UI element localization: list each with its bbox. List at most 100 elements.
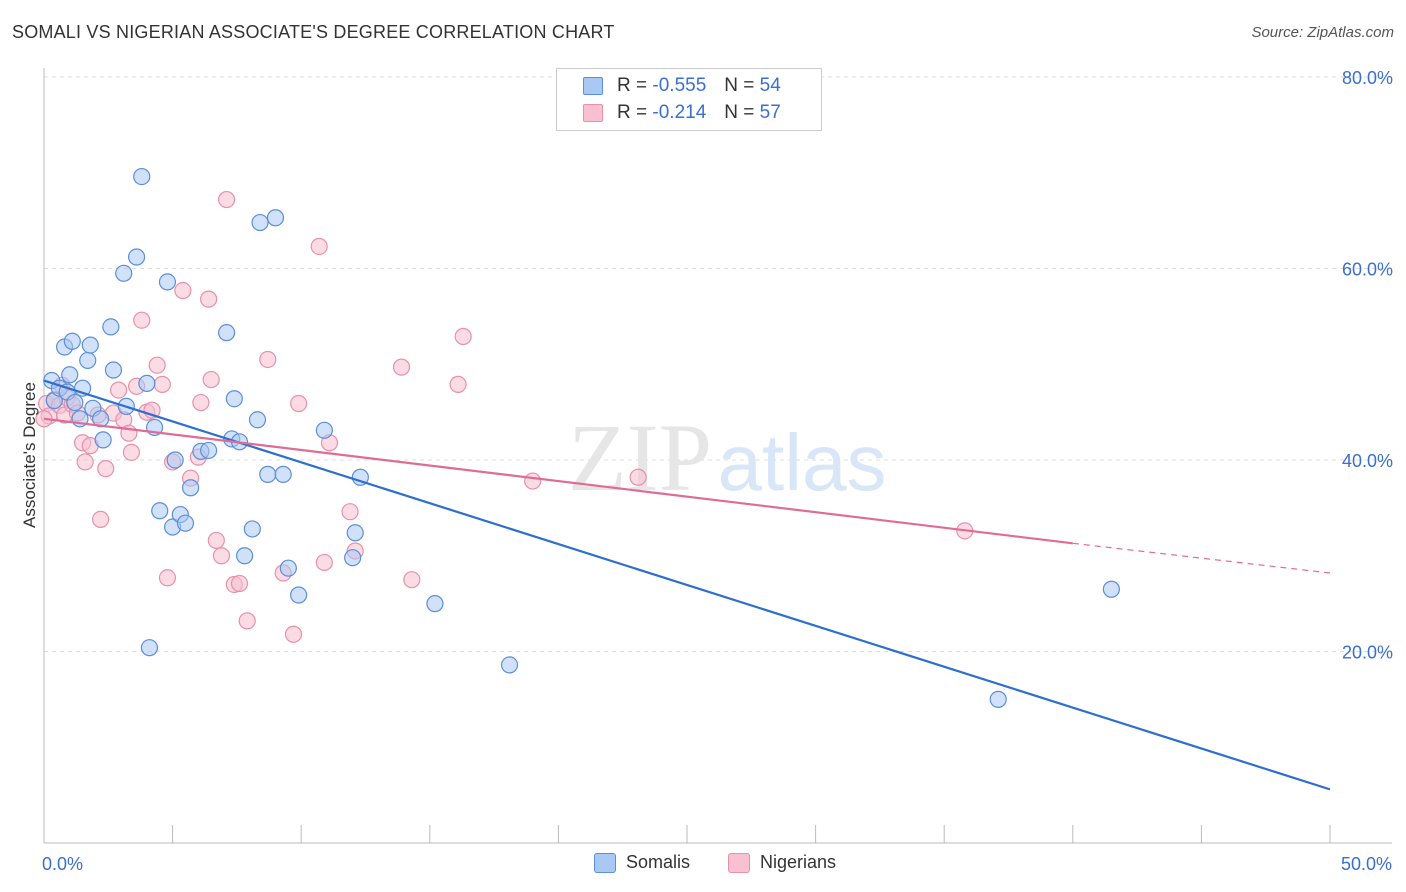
chart-title: SOMALI VS NIGERIAN ASSOCIATE'S DEGREE CO… bbox=[12, 22, 615, 42]
nigerian-point-14 bbox=[97, 460, 115, 478]
somali-point-24 bbox=[151, 502, 169, 520]
somali-point-27 bbox=[166, 451, 184, 469]
nigerian-point-28 bbox=[174, 281, 192, 300]
legend-row-nigerian: R = -0.214 N = 57 bbox=[583, 100, 781, 126]
axes bbox=[43, 68, 1392, 844]
somali-point-41 bbox=[259, 465, 277, 483]
somali-point-43 bbox=[274, 465, 292, 483]
nigerian-point-36 bbox=[218, 190, 236, 209]
nigerian-point-33 bbox=[202, 370, 220, 389]
somali-point-44 bbox=[279, 559, 297, 577]
somali-point-35 bbox=[225, 390, 243, 408]
x-tick-label-1: 50.0% bbox=[1341, 854, 1392, 874]
nigerian-point-47 bbox=[341, 503, 359, 521]
somali-point-52 bbox=[989, 690, 1007, 708]
somali-point-38 bbox=[243, 520, 261, 538]
nigerians-swatch bbox=[728, 852, 750, 873]
nigerian-points bbox=[35, 190, 974, 643]
somali-point-17 bbox=[115, 264, 133, 282]
nigerian-n-label: N = bbox=[724, 102, 755, 123]
y-tick-label-1: 40.0% bbox=[1342, 451, 1393, 471]
nigerian-point-42 bbox=[284, 625, 303, 643]
y-axis-label: Associate's Degree bbox=[20, 382, 39, 528]
somali-point-11 bbox=[81, 336, 99, 354]
tick-labels: 20.0% 40.0% 60.0% 80.0% 0.0% 50.0% bbox=[42, 68, 1393, 874]
somali-point-14 bbox=[94, 431, 112, 449]
nigerian-point-44 bbox=[310, 237, 328, 256]
nigerian-r-value: -0.214 bbox=[652, 102, 707, 123]
nigerian-point-25 bbox=[153, 375, 171, 393]
nigerian-point-45 bbox=[315, 553, 333, 572]
somali-points bbox=[43, 167, 1120, 708]
somali-point-6 bbox=[63, 332, 81, 350]
nigerian-point-26 bbox=[158, 569, 177, 587]
nigerian-point-52 bbox=[454, 327, 472, 346]
somali-point-21 bbox=[138, 374, 156, 392]
nigerian-swatch bbox=[583, 104, 603, 122]
trend-lines bbox=[43, 379, 1331, 791]
somali-point-37 bbox=[236, 547, 254, 565]
x-tick-label-0: 0.0% bbox=[42, 854, 83, 874]
nigerian-point-34 bbox=[207, 531, 225, 550]
somali-point-40 bbox=[251, 213, 269, 232]
nigerian-trend-extension bbox=[1072, 542, 1331, 574]
somali-point-7 bbox=[66, 393, 84, 412]
somali-trend-line bbox=[43, 379, 1331, 791]
nigerian-point-10 bbox=[76, 453, 94, 471]
nigerian-point-21 bbox=[133, 311, 151, 329]
nigerian-point-16 bbox=[109, 381, 128, 399]
somali-point-42 bbox=[266, 209, 285, 227]
somali-point-48 bbox=[346, 524, 364, 542]
somali-r-label: R = bbox=[617, 75, 648, 96]
nigerian-point-38 bbox=[230, 574, 249, 593]
grid-lines bbox=[44, 76, 1392, 652]
somali-point-46 bbox=[315, 421, 333, 439]
somali-point-53 bbox=[1102, 580, 1120, 598]
somali-point-15 bbox=[102, 318, 120, 336]
somali-r-value: -0.555 bbox=[652, 75, 707, 96]
y-tick-label-2: 60.0% bbox=[1342, 260, 1393, 280]
nigerian-point-39 bbox=[238, 612, 256, 630]
somali-point-29 bbox=[176, 514, 195, 532]
nigerian-point-31 bbox=[192, 393, 210, 412]
nigerian-point-19 bbox=[122, 443, 141, 461]
somali-swatch bbox=[583, 77, 603, 95]
legend-row-somali: R = -0.555 N = 54 bbox=[583, 73, 781, 99]
nigerian-r-label: R = bbox=[617, 102, 648, 123]
somalis-swatch bbox=[594, 852, 616, 873]
nigerian-point-35 bbox=[212, 547, 231, 565]
source-label: Source: ZipAtlas.com bbox=[1251, 24, 1394, 41]
nigerian-point-24 bbox=[148, 356, 166, 374]
nigerian-point-43 bbox=[290, 394, 308, 413]
somali-point-39 bbox=[248, 411, 267, 429]
watermark: ZIP atlas bbox=[568, 404, 886, 511]
nigerian-point-40 bbox=[259, 350, 277, 369]
somali-n-value: 54 bbox=[759, 75, 781, 96]
somali-point-45 bbox=[290, 586, 308, 604]
watermark-atlas: atlas bbox=[718, 418, 887, 507]
legend-item-somalis: Somalis bbox=[594, 852, 690, 873]
legend-item-nigerians: Nigerians bbox=[728, 852, 836, 873]
y-tick-label-0: 20.0% bbox=[1342, 643, 1393, 663]
nigerian-point-13 bbox=[91, 510, 110, 528]
nigerians-label: Nigerians bbox=[760, 852, 837, 872]
somali-point-25 bbox=[158, 273, 177, 291]
somali-point-13 bbox=[91, 410, 110, 428]
somali-point-20 bbox=[133, 167, 151, 186]
somali-point-50 bbox=[426, 595, 444, 613]
somali-point-19 bbox=[127, 248, 146, 266]
somali-point-22 bbox=[140, 639, 159, 657]
y-tick-label-3: 80.0% bbox=[1342, 68, 1393, 88]
somali-point-47 bbox=[344, 549, 362, 567]
nigerian-trend-line bbox=[43, 417, 1073, 545]
somali-point-30 bbox=[182, 479, 200, 497]
somali-point-33 bbox=[218, 324, 236, 342]
watermark-zip: ZIP bbox=[568, 404, 712, 511]
somalis-label: Somalis bbox=[626, 852, 691, 872]
nigerian-point-51 bbox=[449, 375, 467, 393]
somali-point-32 bbox=[200, 441, 218, 460]
somali-n-label: N = bbox=[724, 75, 755, 96]
somali-point-10 bbox=[79, 351, 97, 370]
nigerian-point-32 bbox=[200, 290, 218, 308]
somali-point-16 bbox=[104, 361, 123, 379]
